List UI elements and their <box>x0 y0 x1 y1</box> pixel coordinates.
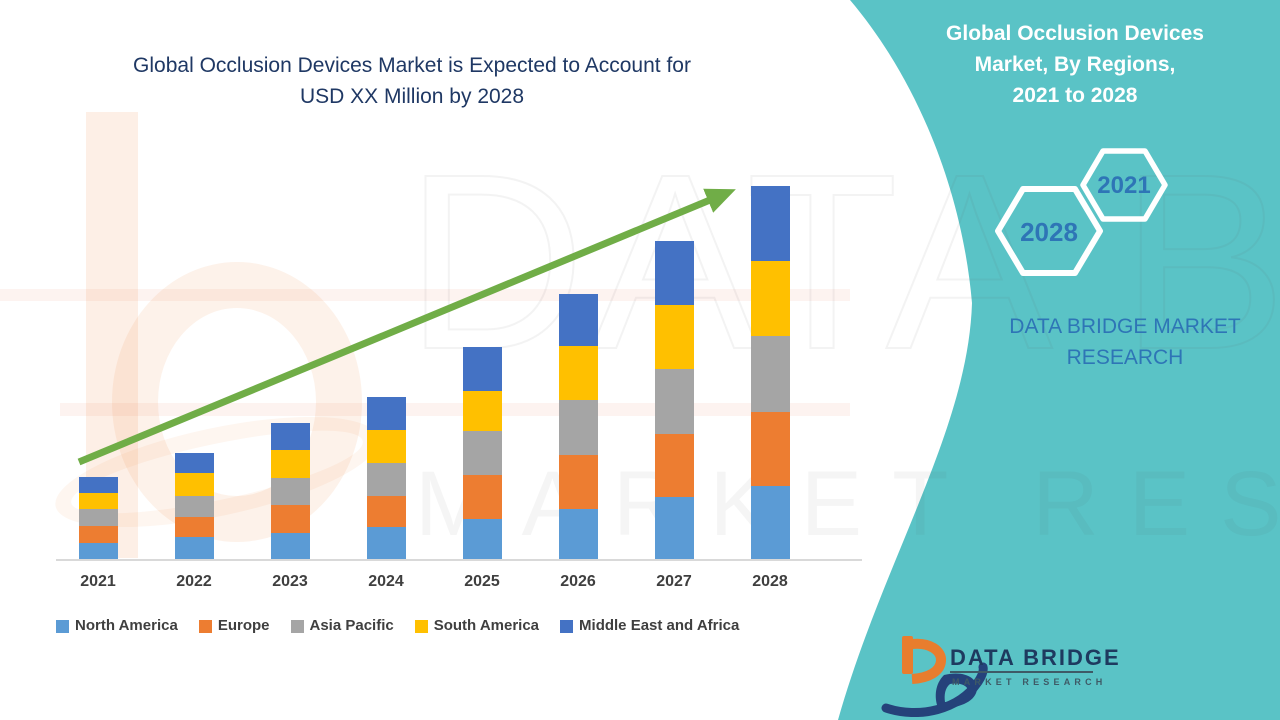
bar-2028 <box>750 186 790 560</box>
bar-segment-2022-north-america <box>174 537 214 560</box>
bar-segment-2022-south-america <box>174 473 214 496</box>
x-axis-label-2021: 2021 <box>80 573 116 590</box>
bar-segment-2026-north-america <box>558 509 598 560</box>
bar-segment-2025-south-america <box>462 391 502 431</box>
legend-swatch-north-america <box>56 619 69 633</box>
bar-segment-2026-south-america <box>558 346 598 400</box>
legend-item-middle-east-and-africa: Middle East and Africa <box>560 617 739 634</box>
right-title-line3: 2021 to 2028 <box>1012 84 1138 107</box>
bar-2026 <box>558 294 598 560</box>
bar-2024 <box>366 397 406 560</box>
bar-segment-2021-south-america <box>78 493 118 509</box>
bar-segment-2027-south-america <box>654 305 694 369</box>
bar-segment-2027-north-america <box>654 497 694 560</box>
databridge-logo-underline <box>950 671 1093 673</box>
bar-2021 <box>78 477 118 560</box>
bar-2027 <box>654 241 694 560</box>
x-axis-label-2022: 2022 <box>176 573 212 590</box>
bar-segment-2025-europe <box>462 475 502 519</box>
legend-swatch-europe <box>198 619 212 633</box>
bar-segment-2025-middle-east-and-africa <box>462 347 502 391</box>
legend-swatch-middle-east-and-africa <box>560 619 574 633</box>
bar-segment-2024-north-america <box>366 527 406 560</box>
hexagon-badges <box>995 148 1168 276</box>
brand-text-line1: DATA BRIDGE MARKET <box>1009 315 1241 338</box>
bar-segment-2028-europe <box>750 412 790 486</box>
x-axis-labels: 2021 2022 2023 2024 2025 2026 2027 2028 <box>0 573 870 597</box>
hexagon-2028-outline <box>995 186 1103 276</box>
chart-title-line2: USD XX Million by 2028 <box>299 85 525 108</box>
brand-text-line2: RESEARCH <box>1066 346 1184 369</box>
legend-label-asia-pacific: Asia Pacific <box>309 617 394 634</box>
plot-area <box>78 186 790 560</box>
hexagon-label-2028: 2028 <box>1020 217 1078 247</box>
hexagon-label-2021: 2021 <box>1097 172 1151 199</box>
right-title-line2: Market, By Regions, <box>974 53 1176 76</box>
brand-text: DATA BRIDGE MARKET RESEARCH <box>955 311 1280 373</box>
bar-segment-2028-asia-pacific <box>750 336 790 412</box>
bar-segment-2022-asia-pacific <box>174 496 214 517</box>
bar-segment-2028-middle-east-and-africa <box>750 186 790 261</box>
legend-label-south-america: South America <box>433 617 540 634</box>
x-axis-label-2025: 2025 <box>464 573 500 590</box>
x-axis-label-2027: 2027 <box>656 573 692 590</box>
bar-segment-2025-asia-pacific <box>462 431 502 475</box>
bar-2025 <box>462 347 502 560</box>
bar-segment-2023-asia-pacific <box>270 478 310 505</box>
right-panel-title: Global Occlusion Devices Market, By Regi… <box>880 18 1270 111</box>
legend: North America Europe Asia Pacific South Ame… <box>56 617 739 634</box>
x-axis-label-2024: 2024 <box>368 573 404 590</box>
bar-segment-2024-asia-pacific <box>366 463 406 496</box>
bar-segment-2024-middle-east-and-africa <box>366 397 406 430</box>
legend-swatch-south-america <box>414 619 428 633</box>
bar-segment-2027-middle-east-and-africa <box>654 241 694 305</box>
x-axis-label-2028: 2028 <box>752 573 788 590</box>
bar-segment-2021-asia-pacific <box>78 509 118 526</box>
bar-segment-2023-north-america <box>270 533 310 560</box>
bar-segment-2022-middle-east-and-africa <box>174 453 214 473</box>
legend-item-south-america: South America <box>414 617 540 634</box>
chart-title-line1: Global Occlusion Devices Market is Expec… <box>133 54 691 77</box>
bar-2023 <box>270 423 310 560</box>
bar-segment-2021-europe <box>78 526 118 543</box>
legend-label-north-america: North America <box>75 617 178 634</box>
databridge-logo-subtitle: MARKET RESEARCH <box>952 677 1107 687</box>
bar-2022 <box>174 453 214 560</box>
legend-item-north-america: North America <box>56 617 178 634</box>
bar-segment-2028-north-america <box>750 486 790 560</box>
x-axis-label-2023: 2023 <box>272 573 308 590</box>
bar-segment-2027-asia-pacific <box>654 369 694 434</box>
bar-segment-2026-asia-pacific <box>558 400 598 455</box>
bar-segment-2022-europe <box>174 517 214 537</box>
databridge-logo-title: DATA BRIDGE <box>950 645 1121 670</box>
bar-segment-2024-south-america <box>366 430 406 463</box>
bar-segment-2024-europe <box>366 496 406 527</box>
legend-label-middle-east-and-africa: Middle East and Africa <box>579 617 740 634</box>
bar-segment-2028-south-america <box>750 261 790 336</box>
hexagon-2021-outline <box>1080 148 1168 222</box>
x-axis-label-2026: 2026 <box>560 573 596 590</box>
bar-segment-2023-south-america <box>270 450 310 478</box>
bar-segment-2027-europe <box>654 434 694 497</box>
bar-segment-2023-middle-east-and-africa <box>270 423 310 450</box>
right-title-line1: Global Occlusion Devices <box>946 22 1204 45</box>
chart-title: Global Occlusion Devices Market is Expec… <box>27 50 797 112</box>
bar-segment-2025-north-america <box>462 519 502 560</box>
bar-segment-2021-north-america <box>78 543 118 560</box>
legend-label-europe: Europe <box>217 617 270 634</box>
legend-item-asia-pacific: Asia Pacific <box>290 617 394 634</box>
bar-segment-2021-middle-east-and-africa <box>78 477 118 493</box>
x-axis-line <box>56 559 862 561</box>
legend-swatch-asia-pacific <box>290 619 304 633</box>
legend-item-europe: Europe <box>198 617 270 634</box>
bar-segment-2026-europe <box>558 455 598 509</box>
bar-segment-2023-europe <box>270 505 310 533</box>
bar-segment-2026-middle-east-and-africa <box>558 294 598 346</box>
